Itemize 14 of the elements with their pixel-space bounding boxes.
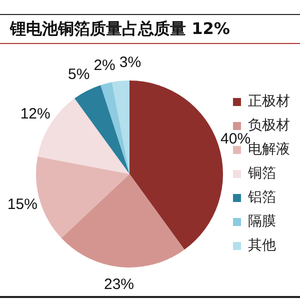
legend-label: 铝箔 bbox=[247, 190, 276, 206]
legend-label: 负极材 bbox=[248, 118, 290, 134]
legend-label: 其他 bbox=[248, 238, 276, 254]
data-label: 12% bbox=[20, 105, 50, 122]
data-label: 23% bbox=[104, 276, 134, 294]
legend-label: 铜箔 bbox=[247, 166, 276, 182]
legend-label: 隔膜 bbox=[248, 214, 276, 230]
data-label: 3% bbox=[119, 54, 142, 72]
legend-label: 电解液 bbox=[248, 142, 290, 158]
chart-title: 锂电池铜箔质量占总质量 12% bbox=[0, 14, 300, 44]
legend-label: 正极材 bbox=[248, 94, 290, 110]
data-label: 2% bbox=[94, 57, 116, 74]
data-label: 15% bbox=[7, 196, 38, 214]
data-label: 5% bbox=[68, 66, 90, 83]
